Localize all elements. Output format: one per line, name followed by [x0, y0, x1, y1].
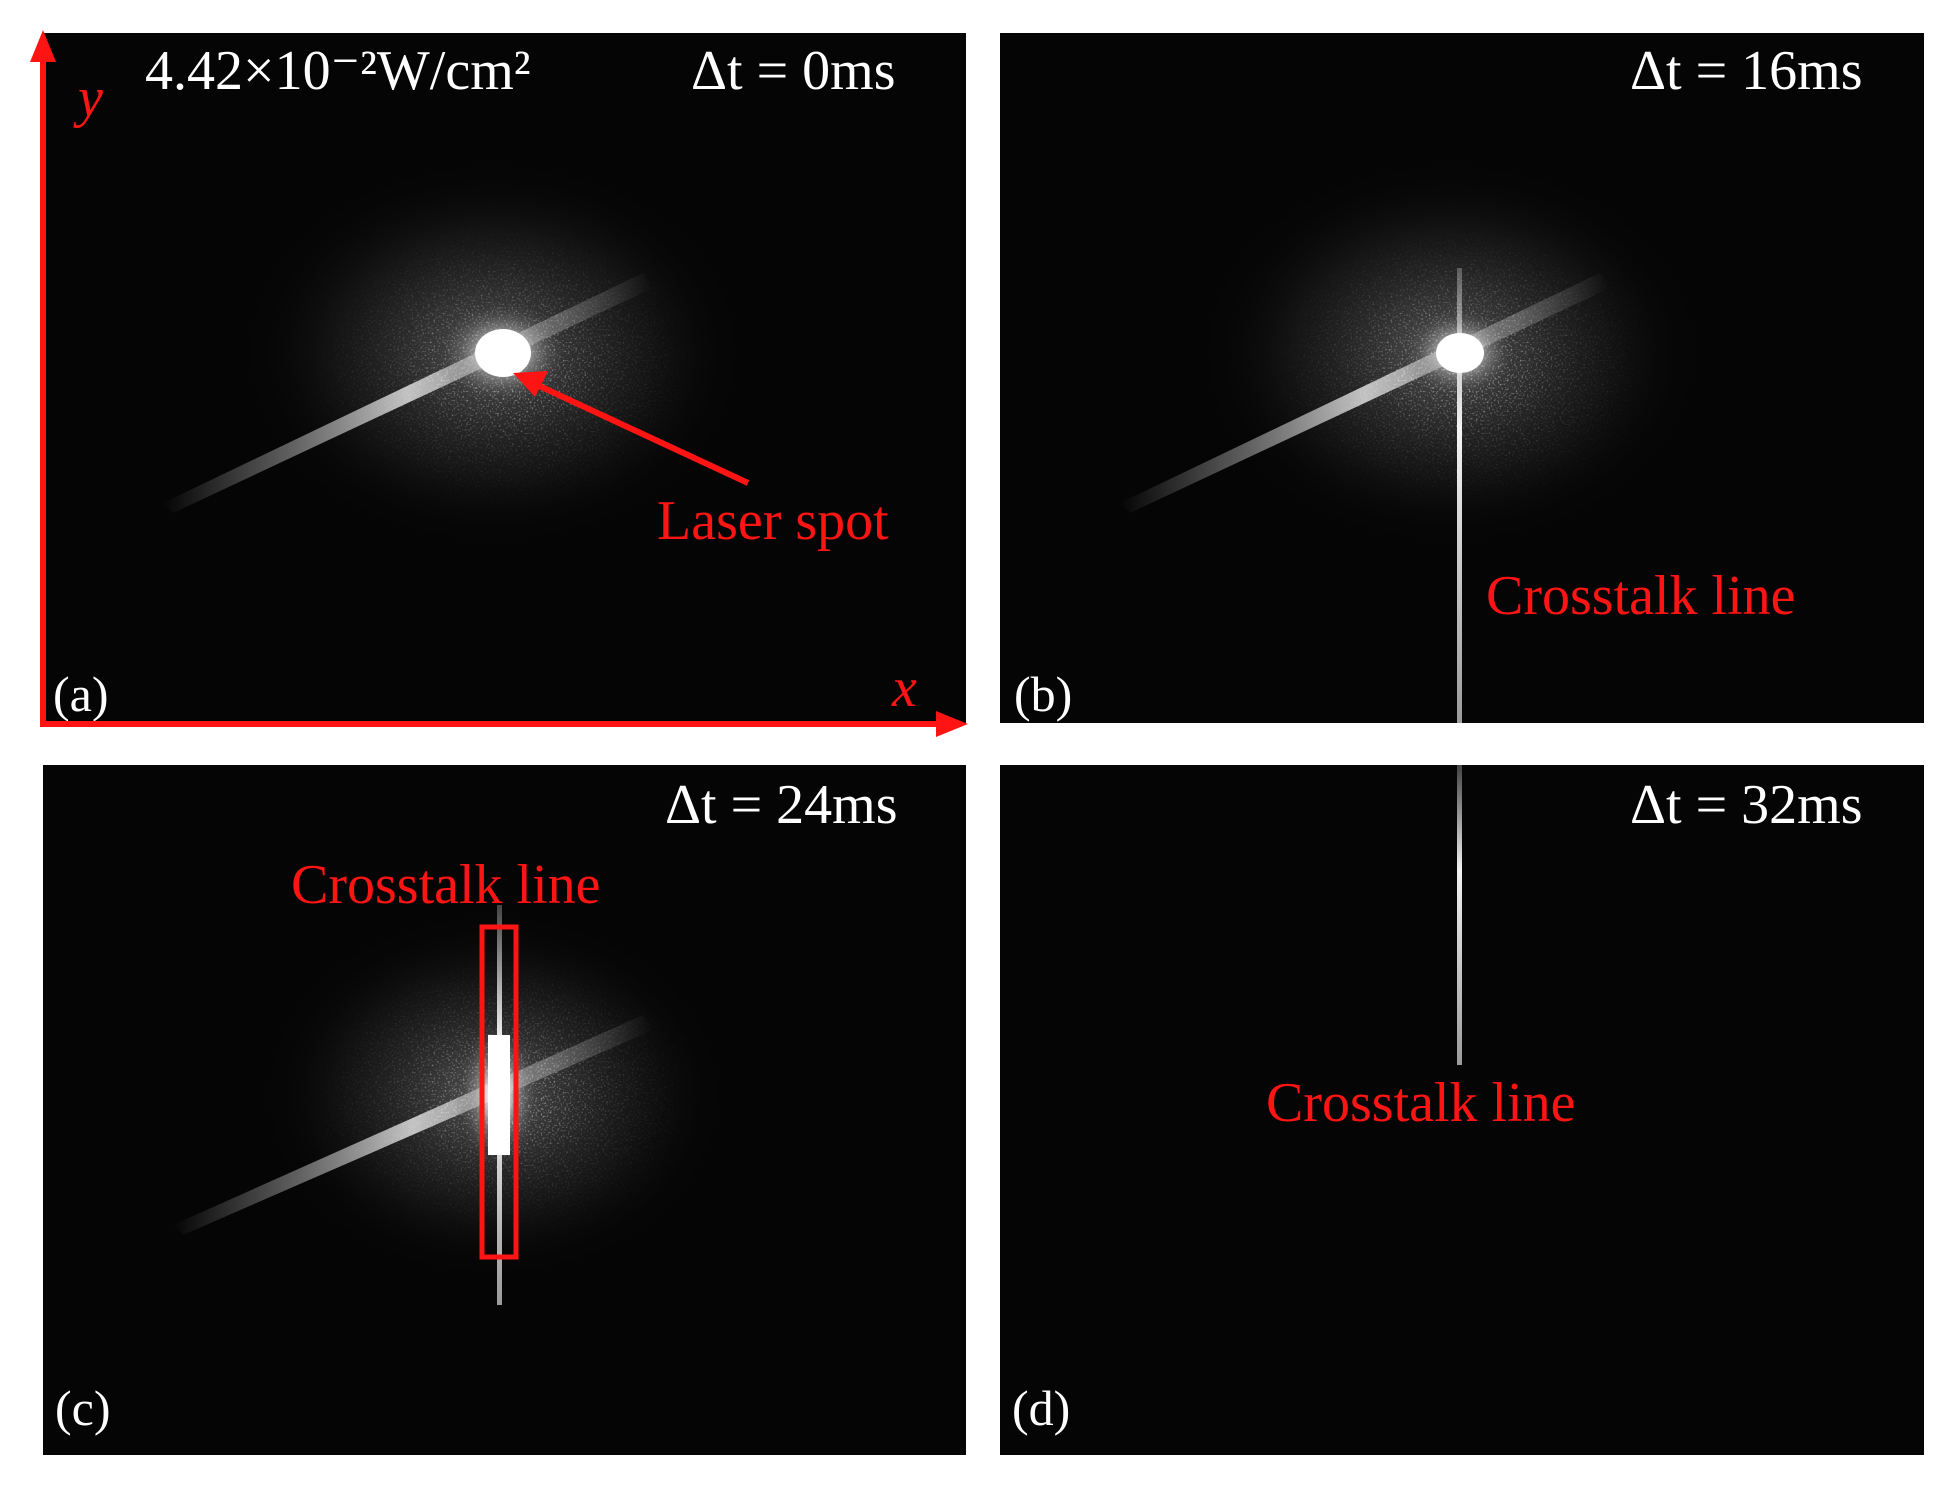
panel-label: (c) — [55, 1380, 111, 1436]
laser-spot-annotation: Laser spot — [657, 490, 889, 552]
delta-t-label: Δt = 16ms — [1630, 40, 1863, 102]
crosstalk-annotation: Crosstalk line — [1486, 565, 1796, 627]
panel-label: (d) — [1012, 1380, 1071, 1436]
panel-a: 4.42×10⁻²W/cm² Δt = 0ms Laser spot (a) — [43, 33, 966, 723]
panel-label: (a) — [53, 666, 109, 722]
delta-t-label: Δt = 24ms — [665, 774, 898, 836]
x-axis-label: x — [892, 657, 917, 719]
crosstalk-image — [1457, 765, 1462, 1065]
crosstalk-highlight-box — [479, 924, 519, 1260]
crosstalk-annotation: Crosstalk line — [1266, 1072, 1576, 1134]
laser-spot-image — [1000, 33, 1924, 723]
crosstalk-line — [497, 905, 502, 1305]
panel-b: Δt = 16ms Crosstalk line (b) — [1000, 33, 1924, 723]
crosstalk-line — [1457, 268, 1462, 723]
y-axis-label: y — [78, 67, 103, 129]
laser-spot-image — [43, 33, 966, 723]
crosstalk-line — [1457, 765, 1462, 1065]
crosstalk-annotation: Crosstalk line — [291, 854, 601, 916]
intensity-label: 4.42×10⁻²W/cm² — [145, 40, 531, 102]
panel-label: (b) — [1014, 666, 1073, 722]
delta-t-label: Δt = 32ms — [1630, 774, 1863, 836]
panel-d: Δt = 32ms Crosstalk line (d) — [1000, 765, 1924, 1455]
delta-t-label: Δt = 0ms — [691, 40, 896, 102]
panel-c: Δt = 24ms Crosstalk line (c) — [43, 765, 966, 1455]
laser-spot-image — [43, 765, 966, 1455]
